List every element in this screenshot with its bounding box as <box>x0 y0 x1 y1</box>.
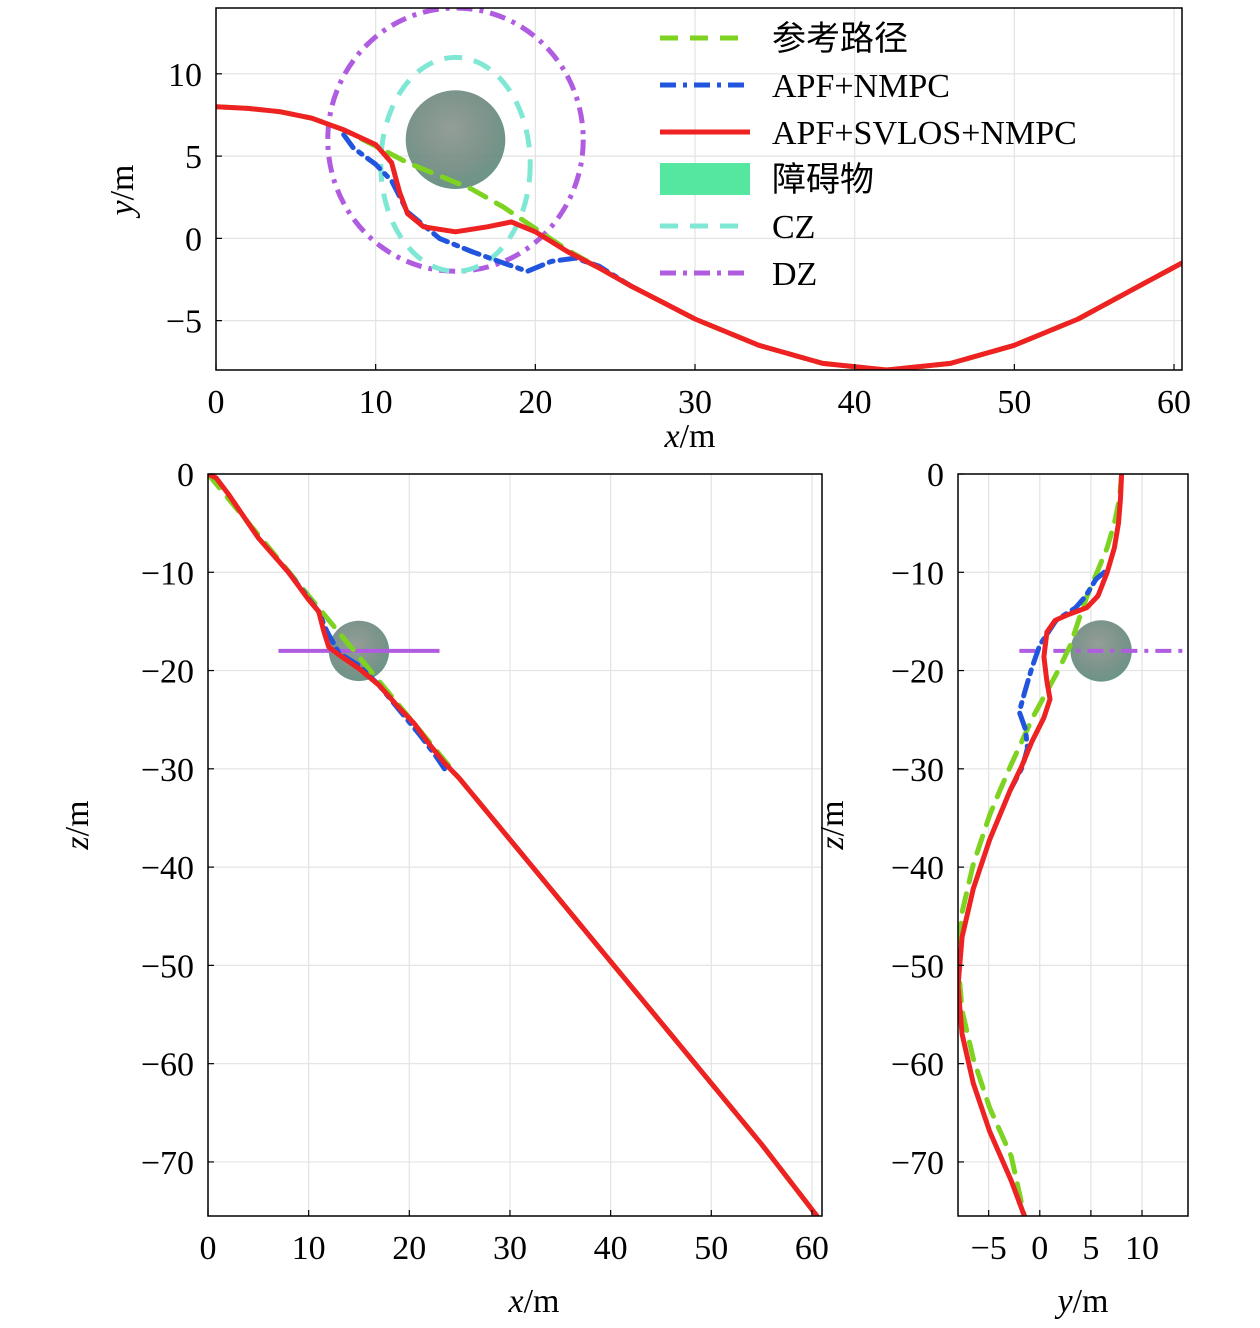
y-axis-label: y/m <box>104 165 141 219</box>
y-tick-label: −5 <box>166 304 202 341</box>
y-axis-label-var: y <box>104 200 141 219</box>
y-tick-label: −40 <box>891 850 944 887</box>
x-tick-label: 30 <box>678 384 712 421</box>
x-axis-label-unit: /m <box>1073 1283 1109 1320</box>
obstacle <box>405 90 506 189</box>
x-axis-label: x/m <box>508 1283 560 1320</box>
y-axis-label-unit: /m <box>59 800 96 836</box>
y-tick-label: −30 <box>891 752 944 789</box>
x-tick-label: 40 <box>594 1230 628 1267</box>
legend-item: 障碍物 <box>660 161 874 199</box>
x-tick-label: 0 <box>200 1230 217 1267</box>
legend-label: 障碍物 <box>772 161 874 199</box>
y-tick-label: −30 <box>141 752 194 789</box>
y-tick-label: 10 <box>168 57 202 94</box>
y-tick-label: −50 <box>141 948 194 985</box>
y-tick-label: −10 <box>891 555 944 592</box>
y-tick-label: −70 <box>891 1145 944 1182</box>
x-tick-label: 0 <box>1031 1230 1048 1267</box>
y-tick-label: −60 <box>141 1047 194 1084</box>
legend-label: APF+SVLOS+NMPC <box>772 115 1077 152</box>
x-tick-label: 50 <box>694 1230 728 1267</box>
x-axis-label-unit: /m <box>524 1283 560 1320</box>
x-tick-label: 60 <box>1157 384 1191 421</box>
x-tick-label: 10 <box>359 384 393 421</box>
plot-area <box>216 8 1182 370</box>
x-axis-label-var: x <box>508 1283 524 1320</box>
y-axis-label-var: z <box>814 836 851 850</box>
x-tick-label: 0 <box>208 384 225 421</box>
series-line-ref <box>958 474 1125 1216</box>
x-axis-label-var: y <box>1055 1283 1074 1320</box>
legend-item: APF+SVLOS+NMPC <box>660 115 1077 152</box>
x-tick-label: 30 <box>493 1230 527 1267</box>
y-tick-label: 5 <box>185 139 202 176</box>
y-tick-label: −20 <box>141 654 194 691</box>
y-axis-label: z/m <box>814 800 851 850</box>
x-tick-label: 20 <box>518 384 552 421</box>
dz-circle <box>325 8 586 274</box>
x-axis-label: y/m <box>1055 1283 1109 1320</box>
legend-label: DZ <box>772 256 817 293</box>
y-tick-label: 0 <box>177 457 194 494</box>
x-tick-label: 50 <box>997 384 1031 421</box>
y-tick-label: −60 <box>891 1047 944 1084</box>
y-tick-label: −70 <box>141 1145 194 1182</box>
y-tick-label: −10 <box>141 555 194 592</box>
y-tick-label: 0 <box>927 457 944 494</box>
y-axis-label-var: z <box>59 836 96 850</box>
x-tick-label: 5 <box>1082 1230 1099 1267</box>
legend-item: 参考路径 <box>660 20 908 58</box>
x-tick-label: 10 <box>1125 1230 1159 1267</box>
legend-item: DZ <box>660 256 817 293</box>
legend-label: APF+NMPC <box>772 68 950 105</box>
x-tick-label: 40 <box>838 384 872 421</box>
plot-area <box>208 474 820 1216</box>
x-tick-label: 20 <box>392 1230 426 1267</box>
axes-frame <box>215 7 1183 371</box>
cz-circle <box>378 54 533 274</box>
x-axis-label-unit: /m <box>680 418 716 455</box>
legend-swatch <box>660 163 750 195</box>
panel-yz: −5 0 5 100−10−20−30−40−50−60−70y/mz/m <box>814 457 1189 1320</box>
y-axis-label: z/m <box>59 800 96 850</box>
x-axis-label: x/m <box>664 418 716 455</box>
y-tick-label: −50 <box>891 948 944 985</box>
x-tick-label: 60 <box>795 1230 829 1267</box>
y-tick-label: −40 <box>141 850 194 887</box>
y-tick-label: −20 <box>891 654 944 691</box>
plot-area <box>958 474 1188 1216</box>
y-axis-label-unit: /m <box>104 165 141 201</box>
x-tick-label: 10 <box>292 1230 326 1267</box>
panel-xz: 0 10 20 30 40 50 600−10−20−30−40−50−60−70x/mz/… <box>59 457 829 1320</box>
series-line-apf_svlos_nmpc <box>216 104 1182 370</box>
legend-item: APF+NMPC <box>660 68 950 105</box>
legend: 参考路径 APF+NMPC APF+SVLOS+NMPC 障碍物 CZ DZ <box>660 20 1077 293</box>
legend-item: CZ <box>660 209 815 246</box>
x-axis-label-var: x <box>664 418 680 455</box>
series-line-apf_svlos_nmpc <box>958 474 1125 1216</box>
legend-label: 参考路径 <box>772 20 908 58</box>
y-axis-label-unit: /m <box>814 800 851 836</box>
legend-label: CZ <box>772 209 815 246</box>
y-tick-label: 0 <box>185 221 202 258</box>
axes-frame <box>207 473 823 1217</box>
x-tick-label: −5 <box>971 1230 1007 1267</box>
series-line-apf_svlos_nmpc <box>208 474 820 1216</box>
axes-frame <box>957 473 1189 1217</box>
